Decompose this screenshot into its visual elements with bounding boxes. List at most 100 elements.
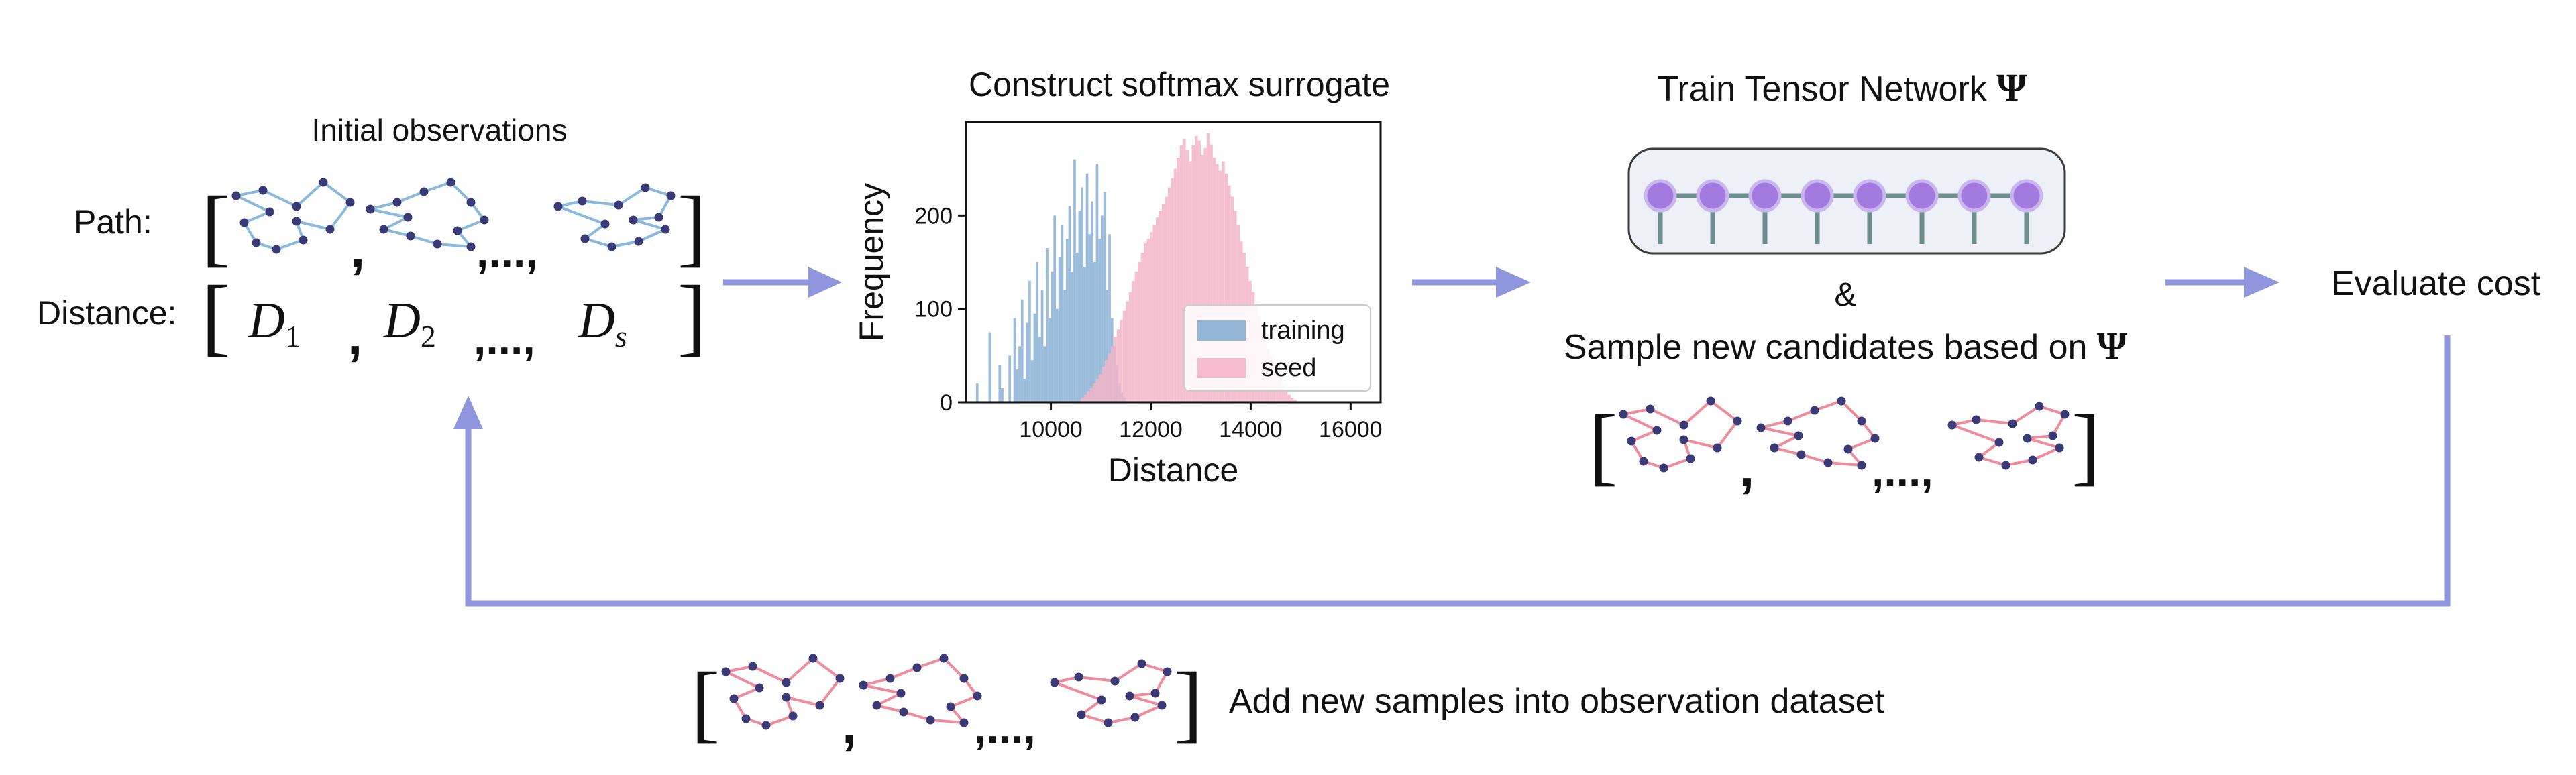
distance-comma-1: , <box>347 306 362 365</box>
series-training <box>975 159 1126 402</box>
histogram-bar <box>1026 322 1029 402</box>
tensor-node <box>1644 179 1677 213</box>
histogram-bar <box>1177 157 1180 403</box>
surrogate-title: Construct softmax surrogate <box>969 66 1390 103</box>
histogram-bar <box>1150 232 1153 402</box>
new-sample-path-3 <box>1050 659 1172 727</box>
ampersand: & <box>1834 276 1856 313</box>
histogram-bar <box>1093 383 1096 402</box>
legend: training seed <box>1183 304 1371 392</box>
histogram-bar <box>1138 262 1141 402</box>
histogram-bar <box>1075 253 1079 402</box>
path-open-bracket: [ <box>201 179 230 276</box>
histogram-bar <box>1230 196 1234 402</box>
path-thumbnail-2 <box>366 178 489 251</box>
histogram-bar <box>1293 399 1297 402</box>
histogram-bar <box>1161 204 1165 402</box>
histogram-bar <box>1085 173 1089 402</box>
histogram-bar <box>1051 271 1054 402</box>
histogram-bar <box>1058 257 1061 402</box>
x-axis-label: Distance <box>1108 451 1239 489</box>
histogram-bar <box>1189 161 1192 402</box>
histogram-bar <box>1120 320 1123 402</box>
tensor-node <box>1801 179 1834 213</box>
histogram-bar <box>1033 313 1036 402</box>
histogram-bar <box>988 332 991 402</box>
histogram-bar <box>1020 299 1024 402</box>
distance-label: Distance: <box>37 294 176 332</box>
histogram-bar <box>1146 239 1150 402</box>
histogram-bar <box>1195 135 1198 402</box>
histogram-bar <box>1063 290 1066 402</box>
histogram-bar <box>1043 346 1046 402</box>
histogram-bar <box>1016 369 1019 402</box>
histogram-bar <box>1165 196 1168 402</box>
histogram-bar <box>1287 394 1291 402</box>
histogram-bar <box>1040 290 1044 402</box>
histogram-bar <box>1046 248 1049 402</box>
histogram-bar <box>1068 206 1071 402</box>
new-samples-ellipsis: ,..., <box>974 703 1036 752</box>
histogram-bar <box>1159 211 1162 402</box>
histogram-bar <box>998 365 1002 402</box>
histogram-bar <box>1065 239 1069 402</box>
y-tick-label: 0 <box>940 390 953 416</box>
histogram-bar <box>1038 337 1041 402</box>
legend-swatch-seed <box>1197 358 1246 378</box>
y-axis-label: Frequency <box>853 183 890 341</box>
y-tick-label: 200 <box>914 203 953 229</box>
histogram-bar <box>1030 360 1034 402</box>
y-tick-label: 100 <box>914 297 953 322</box>
histogram-bar <box>1290 398 1294 402</box>
tensor-node <box>1905 179 1939 213</box>
surrogate-histogram: 10000 12000 14000 16000 0 100 200 Distance Frequ… <box>853 121 1383 489</box>
histogram-bar <box>1103 192 1106 402</box>
histogram-bar <box>1018 346 1021 402</box>
histogram-bar <box>1183 139 1186 402</box>
histogram-bar <box>1104 360 1108 402</box>
path-label: Path: <box>74 203 152 241</box>
path-thumbnail-s <box>553 183 676 251</box>
tensor-node <box>1748 179 1782 213</box>
legend-swatch-training <box>1197 320 1246 341</box>
distance-open-bracket: [ <box>201 268 230 365</box>
histogram-bar <box>1061 225 1064 402</box>
tensor-node <box>2010 179 2043 213</box>
histogram-bar <box>1093 262 1096 402</box>
histogram-bar <box>1191 145 1195 403</box>
histogram-bar <box>1179 145 1183 403</box>
candidate-path-2 <box>1756 396 1880 470</box>
histogram-bar <box>1210 144 1213 402</box>
add-samples-label: Add new samples into observation dataset <box>1229 682 1885 721</box>
evaluate-cost-label: Evaluate cost <box>2331 264 2541 303</box>
new-samples-close-bracket: ] <box>1174 655 1203 752</box>
tensor-node <box>1853 179 1886 213</box>
path-close-bracket: ] <box>678 179 706 276</box>
histogram-bar <box>1028 280 1031 402</box>
histogram-bar <box>1218 170 1222 402</box>
histogram-bar <box>1212 157 1216 403</box>
histogram-bar <box>1222 161 1225 402</box>
histogram-bar <box>1101 215 1104 402</box>
histogram-bar <box>1053 215 1057 402</box>
histogram-bar <box>1171 178 1174 402</box>
candidate-comma-1: , <box>1739 438 1754 497</box>
tensor-network-box <box>1627 147 2066 255</box>
histogram-bar <box>1081 398 1084 402</box>
new-samples-open-bracket: [ <box>691 655 720 752</box>
distance-close-bracket: ] <box>678 268 706 365</box>
histogram-bar <box>1134 271 1138 402</box>
histogram-bar <box>1281 385 1285 402</box>
histogram-bar <box>1095 164 1099 402</box>
histogram-bar <box>1110 346 1114 402</box>
histogram-bar <box>1091 201 1093 402</box>
plot-frame <box>965 121 1382 404</box>
new-sample-path-2 <box>859 654 982 727</box>
histogram-bar <box>1206 133 1210 402</box>
histogram-bar <box>1114 337 1117 402</box>
histogram-bar <box>1152 225 1156 402</box>
x-tick-label: 14000 <box>1219 417 1283 442</box>
histogram-bar <box>1185 150 1189 403</box>
distance-ellipsis: ,..., <box>474 314 535 363</box>
